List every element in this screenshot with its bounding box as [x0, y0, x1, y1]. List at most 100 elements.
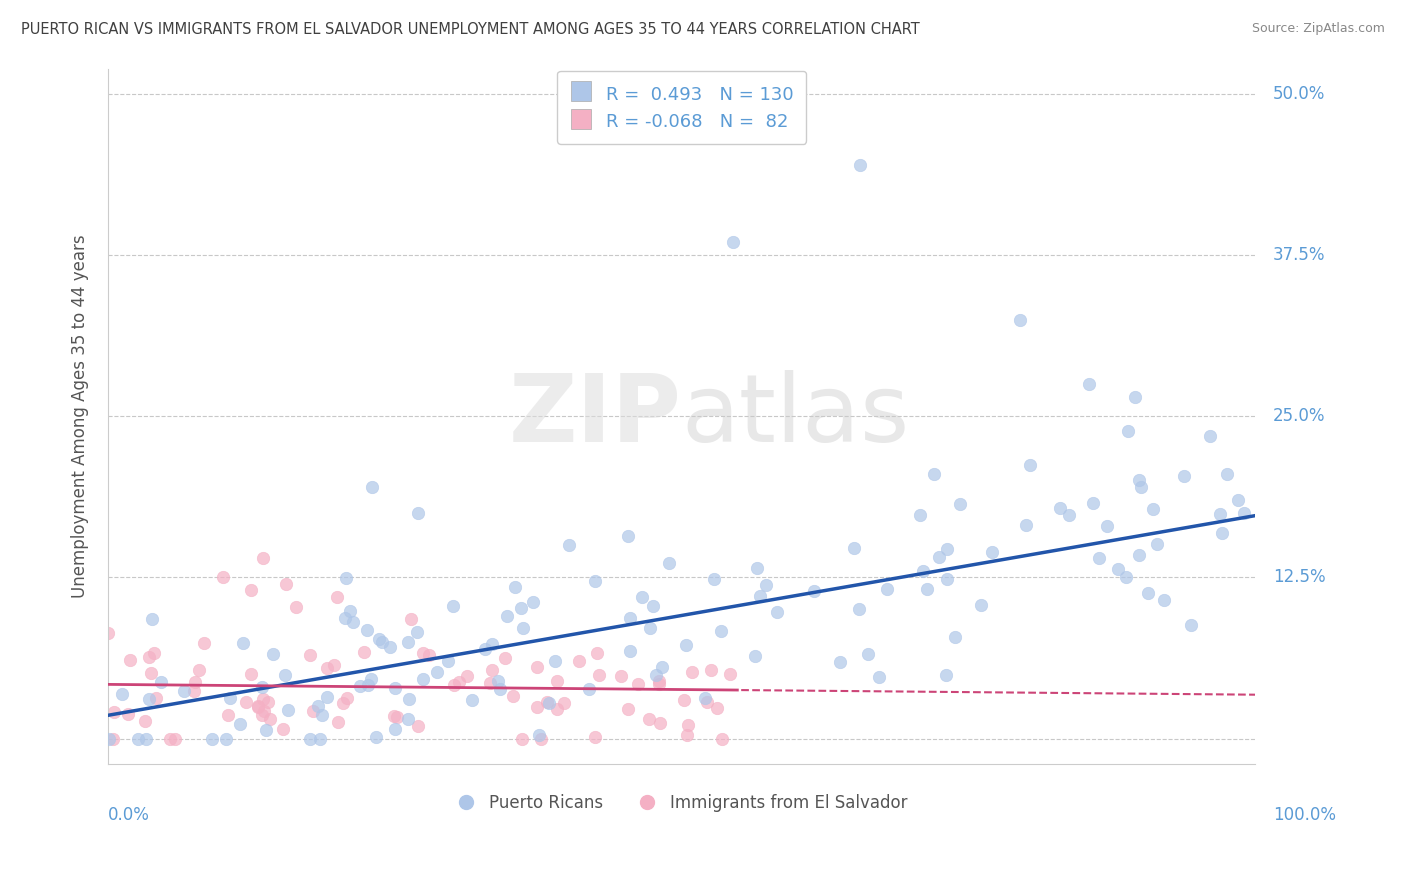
Point [627, 676, 650, 690]
Point [1083, 496, 1105, 510]
Point [1198, 428, 1220, 442]
Point [744, 649, 766, 664]
Point [745, 561, 768, 575]
Point [142, 646, 165, 660]
Text: 37.5%: 37.5% [1272, 246, 1324, 264]
Point [437, 654, 460, 668]
Point [184, 675, 207, 690]
Point [211, 570, 233, 584]
Point [536, 695, 558, 709]
Point [274, 577, 297, 591]
Point [398, 691, 420, 706]
Point [693, 691, 716, 706]
Point [637, 712, 659, 726]
Point [526, 700, 548, 714]
Point [371, 635, 394, 649]
Point [911, 565, 934, 579]
Point [357, 677, 380, 691]
Point [645, 668, 668, 682]
Point [586, 646, 609, 660]
Point [1129, 480, 1152, 494]
Point [481, 637, 503, 651]
Point [675, 638, 697, 652]
Point [631, 590, 654, 604]
Point [117, 707, 139, 722]
Point [936, 572, 959, 586]
Point [1211, 526, 1233, 541]
Point [425, 665, 447, 680]
Point [311, 707, 333, 722]
Point [848, 158, 870, 172]
Point [173, 684, 195, 698]
Point [619, 611, 641, 625]
Point [474, 641, 496, 656]
Point [149, 674, 172, 689]
Point [478, 676, 501, 690]
Point [510, 731, 533, 746]
Point [981, 545, 1004, 559]
Point [323, 657, 346, 672]
Point [1146, 537, 1168, 551]
Point [127, 731, 149, 746]
Point [1115, 570, 1137, 584]
Legend: Puerto Ricans, Immigrants from El Salvador: Puerto Ricans, Immigrants from El Salvad… [450, 788, 914, 819]
Point [412, 646, 434, 660]
Point [97, 731, 120, 746]
Point [1128, 548, 1150, 562]
Point [159, 731, 181, 746]
Point [755, 578, 778, 592]
Point [702, 573, 724, 587]
Point [935, 668, 957, 682]
Text: PUERTO RICAN VS IMMIGRANTS FROM EL SALVADOR UNEMPLOYMENT AMONG AGES 35 TO 44 YEA: PUERTO RICAN VS IMMIGRANTS FROM EL SALVA… [21, 22, 920, 37]
Point [1123, 390, 1146, 404]
Point [583, 574, 606, 588]
Point [928, 549, 950, 564]
Point [316, 661, 339, 675]
Point [218, 708, 240, 723]
Point [246, 699, 269, 714]
Point [253, 704, 276, 718]
Point [1019, 458, 1042, 472]
Point [502, 689, 524, 703]
Point [134, 714, 156, 728]
Point [138, 649, 160, 664]
Point [360, 673, 382, 687]
Point [349, 679, 371, 693]
Point [366, 731, 388, 745]
Point [1137, 586, 1160, 600]
Point [188, 663, 211, 677]
Point [676, 728, 699, 742]
Point [259, 712, 281, 726]
Point [610, 668, 633, 682]
Point [1078, 377, 1101, 392]
Point [252, 707, 274, 722]
Point [1010, 312, 1032, 326]
Point [922, 467, 945, 482]
Point [1049, 500, 1071, 515]
Point [138, 691, 160, 706]
Point [676, 718, 699, 732]
Point [503, 580, 526, 594]
Point [530, 731, 553, 746]
Point [461, 693, 484, 707]
Point [848, 602, 870, 616]
Point [723, 235, 745, 250]
Point [1173, 468, 1195, 483]
Point [1180, 618, 1202, 632]
Point [1097, 519, 1119, 533]
Point [103, 706, 125, 720]
Point [619, 644, 641, 658]
Point [356, 623, 378, 637]
Point [647, 677, 669, 691]
Point [495, 651, 517, 665]
Point [353, 645, 375, 659]
Point [298, 648, 321, 662]
Point [111, 687, 134, 701]
Point [617, 529, 640, 543]
Point [456, 669, 478, 683]
Point [252, 692, 274, 706]
Point [915, 582, 938, 596]
Point [522, 595, 544, 609]
Point [481, 663, 503, 677]
Point [617, 702, 640, 716]
